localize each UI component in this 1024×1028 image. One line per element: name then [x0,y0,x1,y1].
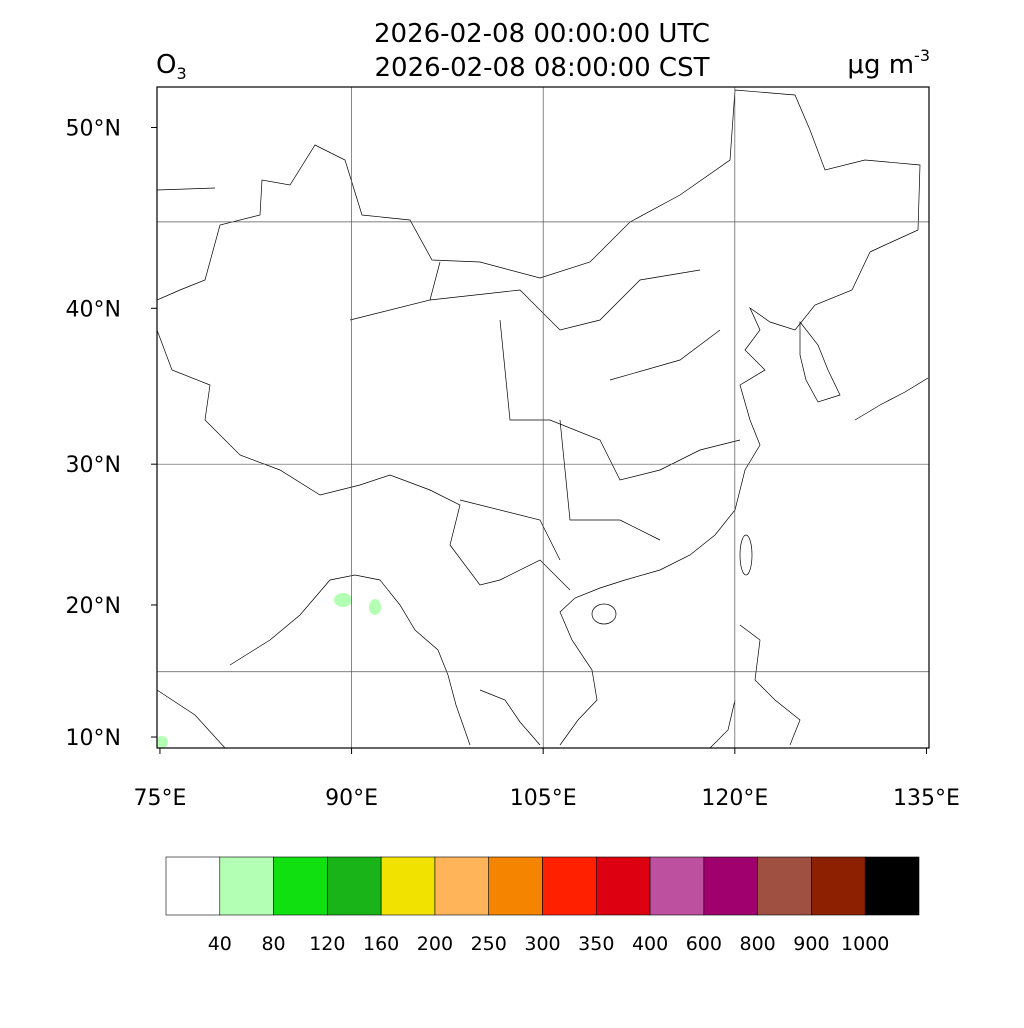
colorbar-swatch [595,856,651,916]
colorbar-swatch [380,856,436,916]
title-line: 2026-02-08 00:00:00 UTC [374,19,710,49]
colorbar-label: 300 [524,933,560,955]
ozone-patch [369,599,381,615]
y-tick-label: 20°N [66,594,121,619]
colorbar-label: 120 [309,933,345,955]
map-area [157,87,929,748]
colorbar-swatch [542,856,597,916]
coastline [157,187,929,421]
ozone-patch [157,736,168,748]
colorbar-swatch [219,856,274,916]
colorbar-label: 200 [417,933,453,955]
colorbar-swatch [273,856,328,916]
y-tick-label: 30°N [66,453,121,478]
units-label: μg m-3 [847,46,930,80]
colorbar-label: 600 [686,933,722,955]
ozone-areas [157,593,381,748]
x-tick-label: 90°E [325,786,378,811]
title-line: 2026-02-08 08:00:00 CST [375,53,710,83]
coastline [157,574,541,748]
colorbar-label: 160 [363,933,399,955]
colorbar-label: 40 [208,933,232,955]
island [739,534,753,576]
y-tick-label: 40°N [66,297,121,322]
variable-symbol: O [156,50,176,80]
colorbar-swatch [757,856,812,916]
colorbar-swatch [488,856,543,916]
colorbar-swatch [165,856,221,916]
units-base: μg m [847,50,914,80]
colorbar-swatch [434,856,490,916]
island [591,603,617,625]
colorbar-label: 1000 [841,933,889,955]
island [709,624,801,748]
colorbar-swatch [864,856,920,916]
colorbar-label: 400 [632,933,668,955]
x-tick-label: 135°E [893,786,960,811]
ozone-patch [334,593,352,607]
x-tick-label: 75°E [133,786,186,811]
colorbar-swatch [649,856,705,916]
y-tick-label: 10°N [66,726,121,751]
border [157,329,571,591]
province-lines [349,261,741,561]
colorbar-label: 900 [793,933,829,955]
colorbar: 40 80 120 160 200 250 300 350 400 600 800 900 1000 [165,856,920,955]
units-superscript: -3 [914,46,930,65]
colorbar-label: 250 [471,933,507,955]
y-tick-label: 50°N [66,116,121,141]
colorbar-swatch [703,856,758,916]
border [157,89,921,301]
colorbar-label: 350 [578,933,614,955]
colorbar-swatch [811,856,866,916]
colorbar-label: 800 [740,933,776,955]
x-tick-label: 105°E [510,786,577,811]
colorbar-label: 80 [261,933,285,955]
coastline [559,251,871,746]
variable-label: O3 [156,50,187,83]
x-tick-label: 120°E [701,786,768,811]
boundaries [157,89,929,748]
variable-subscript: 3 [176,64,186,83]
colorbar-swatch [327,856,382,916]
